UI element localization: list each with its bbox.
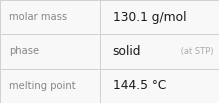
- Text: phase: phase: [9, 46, 39, 57]
- Text: (at STP): (at STP): [178, 47, 214, 56]
- Text: melting point: melting point: [9, 81, 75, 91]
- Text: solid: solid: [113, 45, 141, 58]
- Text: molar mass: molar mass: [9, 12, 67, 22]
- Text: 144.5 °C: 144.5 °C: [113, 79, 166, 92]
- Text: 130.1 g/mol: 130.1 g/mol: [113, 11, 186, 24]
